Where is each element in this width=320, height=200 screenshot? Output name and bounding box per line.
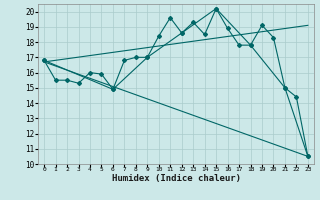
X-axis label: Humidex (Indice chaleur): Humidex (Indice chaleur) [111, 174, 241, 183]
